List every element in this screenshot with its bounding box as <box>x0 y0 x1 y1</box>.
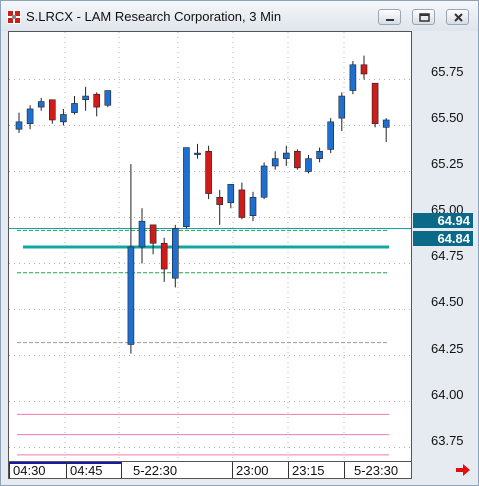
price-tag: 64.94 <box>413 213 473 228</box>
candle-up <box>349 64 357 91</box>
time-axis-bar <box>9 462 121 464</box>
time-tick <box>121 462 122 478</box>
time-label: 5-23:30 <box>354 463 399 478</box>
time-tick <box>232 462 233 478</box>
candle-up <box>194 152 201 155</box>
candle-down <box>294 150 301 169</box>
candle-up <box>382 119 390 128</box>
y-axis-label: 64.25 <box>431 341 464 356</box>
y-axis-label: 64.00 <box>431 387 464 402</box>
scroll-right-icon[interactable] <box>455 463 471 477</box>
candle-up <box>26 108 34 124</box>
restore-button[interactable] <box>412 9 435 25</box>
candle-down <box>216 196 223 205</box>
time-tick <box>9 462 10 478</box>
y-axis-label: 65.25 <box>431 156 464 171</box>
y-axis-label: 64.75 <box>431 248 464 263</box>
candle-down <box>205 150 212 194</box>
candle-up <box>260 165 268 198</box>
minimize-button[interactable] <box>378 9 401 25</box>
candle-up <box>183 147 190 228</box>
time-label: 23:00 <box>236 463 269 478</box>
restore-icon <box>419 13 430 22</box>
candle-up <box>305 158 312 172</box>
candle-up <box>172 228 179 279</box>
app-icon <box>7 10 21 24</box>
close-icon <box>454 13 463 22</box>
candle-up <box>127 246 135 345</box>
time-tick <box>66 462 67 478</box>
minimize-icon <box>386 19 394 21</box>
candle-up <box>338 95 346 119</box>
candle-up <box>271 158 279 167</box>
y-axis-label: 65.75 <box>431 64 464 79</box>
time-label: 04:30 <box>13 463 46 478</box>
candlestick-chart <box>9 32 411 461</box>
candle-up <box>227 184 235 204</box>
y-axis-label: 64.50 <box>431 294 464 309</box>
candle-down <box>160 242 168 270</box>
candle-up <box>138 220 146 248</box>
candle-up <box>60 114 67 123</box>
candle-up <box>316 150 323 159</box>
candle-down <box>371 82 379 124</box>
time-label: 23:15 <box>292 463 325 478</box>
candle-up <box>249 196 257 216</box>
time-tick <box>344 462 345 478</box>
candle-up <box>104 90 112 106</box>
candle-down <box>48 99 56 121</box>
candle-up <box>71 103 78 113</box>
y-axis-label: 65.50 <box>431 110 464 125</box>
time-axis: 04:30 04:45 5-22:30 23:00 23:15 5-23:30 <box>8 462 412 479</box>
price-tag: 64.84 <box>413 231 473 246</box>
candle-up <box>37 101 45 108</box>
time-label: 5-22:30 <box>133 463 178 478</box>
candle-up <box>282 152 290 159</box>
time-label: 04:45 <box>70 463 103 478</box>
candle-down <box>93 93 100 108</box>
candle-down <box>238 189 246 218</box>
title-bar[interactable]: S.LRCX - LAM Research Corporation, 3 Min <box>1 1 478 31</box>
candle-down <box>360 64 368 75</box>
chart-area[interactable] <box>8 31 412 462</box>
candle-up <box>82 95 89 101</box>
close-button[interactable] <box>446 9 469 25</box>
candle-up <box>15 121 23 130</box>
y-axis-label: 63.75 <box>431 433 464 448</box>
time-tick <box>288 462 289 478</box>
candle-up <box>327 121 335 150</box>
candle-down <box>149 224 157 244</box>
window-title: S.LRCX - LAM Research Corporation, 3 Min <box>26 9 282 24</box>
